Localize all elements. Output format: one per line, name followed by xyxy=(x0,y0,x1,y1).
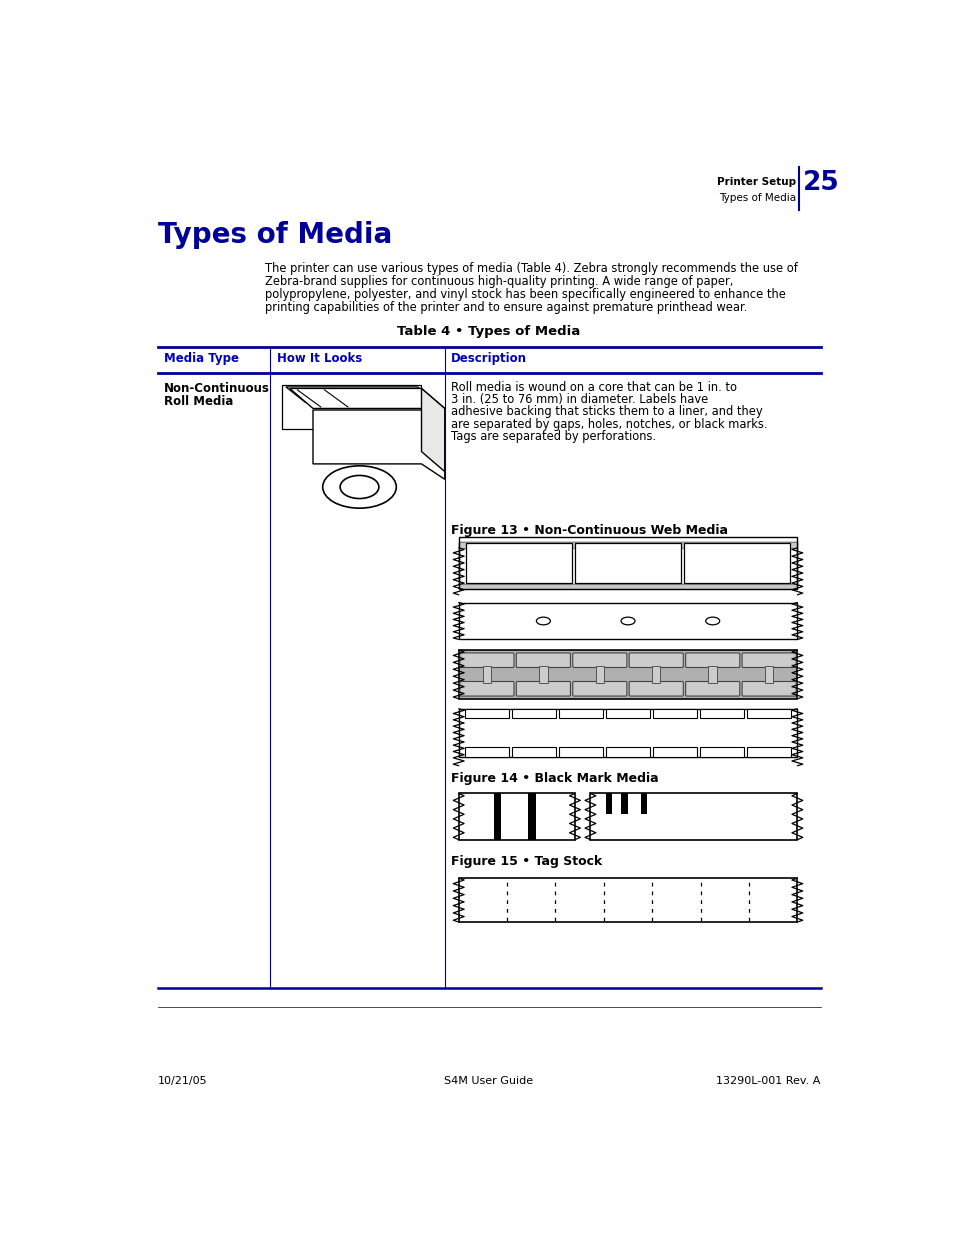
FancyBboxPatch shape xyxy=(746,747,790,757)
FancyBboxPatch shape xyxy=(685,653,739,667)
FancyBboxPatch shape xyxy=(512,747,556,757)
FancyBboxPatch shape xyxy=(458,793,575,840)
Ellipse shape xyxy=(322,466,395,508)
Text: Figure 13 • Non-Continuous Web Media: Figure 13 • Non-Continuous Web Media xyxy=(451,524,727,537)
FancyBboxPatch shape xyxy=(459,682,514,697)
Text: Figure 15 • Tag Stock: Figure 15 • Tag Stock xyxy=(451,855,601,868)
Text: Types of Media: Types of Media xyxy=(718,193,795,203)
FancyBboxPatch shape xyxy=(528,793,536,840)
FancyBboxPatch shape xyxy=(458,603,797,640)
FancyBboxPatch shape xyxy=(640,793,646,814)
FancyBboxPatch shape xyxy=(558,709,602,718)
FancyBboxPatch shape xyxy=(493,793,500,840)
FancyBboxPatch shape xyxy=(572,682,626,697)
FancyBboxPatch shape xyxy=(605,793,612,814)
FancyBboxPatch shape xyxy=(685,682,739,697)
Text: 13290L-001 Rev. A: 13290L-001 Rev. A xyxy=(716,1076,820,1086)
FancyBboxPatch shape xyxy=(595,667,603,683)
FancyBboxPatch shape xyxy=(466,543,572,583)
FancyBboxPatch shape xyxy=(653,709,697,718)
Text: Table 4 • Types of Media: Table 4 • Types of Media xyxy=(396,325,580,338)
Text: are separated by gaps, holes, notches, or black marks.: are separated by gaps, holes, notches, o… xyxy=(451,417,766,431)
FancyBboxPatch shape xyxy=(741,682,796,697)
FancyBboxPatch shape xyxy=(538,667,547,683)
FancyBboxPatch shape xyxy=(482,667,491,683)
Polygon shape xyxy=(290,389,444,409)
Text: Non-Continuous: Non-Continuous xyxy=(164,383,270,395)
FancyBboxPatch shape xyxy=(516,682,570,697)
FancyBboxPatch shape xyxy=(620,793,627,814)
Ellipse shape xyxy=(536,618,550,625)
FancyBboxPatch shape xyxy=(764,667,773,683)
FancyBboxPatch shape xyxy=(746,709,790,718)
FancyBboxPatch shape xyxy=(605,709,649,718)
FancyBboxPatch shape xyxy=(458,878,797,923)
FancyBboxPatch shape xyxy=(458,709,797,757)
FancyBboxPatch shape xyxy=(464,709,508,718)
FancyBboxPatch shape xyxy=(605,747,649,757)
Ellipse shape xyxy=(620,618,635,625)
Polygon shape xyxy=(313,410,444,479)
FancyBboxPatch shape xyxy=(458,542,797,548)
FancyBboxPatch shape xyxy=(708,667,717,683)
Text: 10/21/05: 10/21/05 xyxy=(158,1076,208,1086)
Text: The printer can use various types of media (Table 4). Zebra strongly recommends : The printer can use various types of med… xyxy=(265,262,797,275)
Text: Figure 14 • Black Mark Media: Figure 14 • Black Mark Media xyxy=(451,772,658,785)
FancyBboxPatch shape xyxy=(464,747,508,757)
Text: Printer Setup: Printer Setup xyxy=(716,178,795,188)
Text: Types of Media: Types of Media xyxy=(158,221,392,249)
FancyBboxPatch shape xyxy=(516,653,570,667)
Ellipse shape xyxy=(705,618,719,625)
Text: printing capabilities of the printer and to ensure against premature printhead w: printing capabilities of the printer and… xyxy=(265,301,746,315)
Text: S4M User Guide: S4M User Guide xyxy=(444,1076,533,1086)
FancyBboxPatch shape xyxy=(590,793,797,840)
FancyBboxPatch shape xyxy=(459,653,514,667)
Text: Roll media is wound on a core that can be 1 in. to: Roll media is wound on a core that can b… xyxy=(451,380,736,394)
Text: Roll Media: Roll Media xyxy=(164,395,233,408)
FancyBboxPatch shape xyxy=(512,709,556,718)
Ellipse shape xyxy=(340,475,378,499)
FancyBboxPatch shape xyxy=(629,653,682,667)
FancyBboxPatch shape xyxy=(700,709,743,718)
Polygon shape xyxy=(286,387,436,403)
FancyBboxPatch shape xyxy=(458,651,797,699)
FancyBboxPatch shape xyxy=(575,543,680,583)
FancyBboxPatch shape xyxy=(683,543,789,583)
Polygon shape xyxy=(282,385,421,430)
Text: Description: Description xyxy=(451,352,526,366)
FancyBboxPatch shape xyxy=(653,747,697,757)
Text: adhesive backing that sticks them to a liner, and they: adhesive backing that sticks them to a l… xyxy=(451,405,761,419)
FancyBboxPatch shape xyxy=(700,747,743,757)
Text: 3 in. (25 to 76 mm) in diameter. Labels have: 3 in. (25 to 76 mm) in diameter. Labels … xyxy=(451,393,707,406)
Text: How It Looks: How It Looks xyxy=(276,352,361,366)
FancyBboxPatch shape xyxy=(458,584,797,589)
Text: 25: 25 xyxy=(802,169,839,196)
FancyBboxPatch shape xyxy=(572,653,626,667)
FancyBboxPatch shape xyxy=(651,667,659,683)
Text: Zebra-brand supplies for continuous high-quality printing. A wide range of paper: Zebra-brand supplies for continuous high… xyxy=(265,275,733,288)
FancyBboxPatch shape xyxy=(558,747,602,757)
Polygon shape xyxy=(421,389,444,472)
Text: Media Type: Media Type xyxy=(164,352,239,366)
FancyBboxPatch shape xyxy=(629,682,682,697)
Text: polypropylene, polyester, and vinyl stock has been specifically engineered to en: polypropylene, polyester, and vinyl stoc… xyxy=(265,288,785,301)
FancyBboxPatch shape xyxy=(458,542,797,584)
Text: Tags are separated by perforations.: Tags are separated by perforations. xyxy=(451,430,656,443)
FancyBboxPatch shape xyxy=(741,653,796,667)
